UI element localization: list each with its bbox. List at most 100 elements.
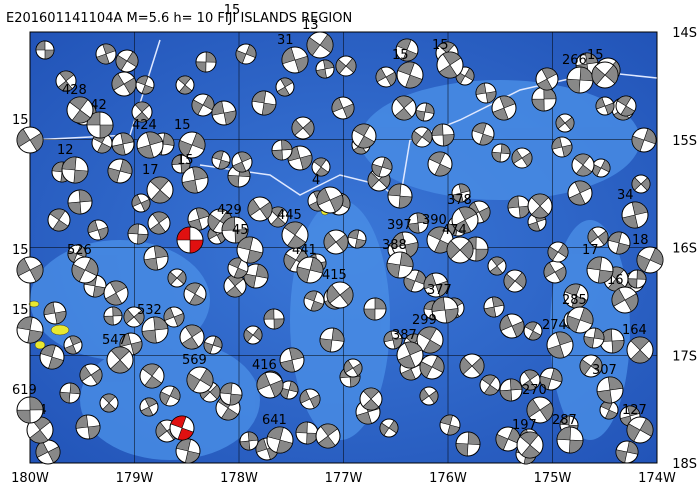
- beachball-quadrant: [111, 73, 137, 95]
- depth-label: 45: [232, 223, 249, 238]
- beachball-quadrant: [428, 151, 452, 177]
- depth-label: 415: [322, 268, 347, 283]
- beachball-quadrant: [583, 327, 605, 349]
- beachball: [495, 426, 521, 452]
- beachball-quadrant: [115, 51, 139, 71]
- beachball: [546, 331, 574, 359]
- lon-label: 176W: [429, 471, 467, 486]
- beachball-quadrant: [555, 115, 575, 131]
- beachball: [499, 313, 525, 339]
- beachball-quadrant: [397, 341, 423, 369]
- lat-label: 17S: [672, 349, 697, 364]
- beachball: [239, 431, 259, 451]
- beachball: [631, 127, 657, 153]
- depth-label: 34: [617, 188, 634, 203]
- beachball: [219, 382, 243, 406]
- beachball-quadrant: [123, 309, 145, 325]
- depth-label: 377: [427, 283, 452, 298]
- depth-label: 619: [12, 383, 37, 398]
- beachball-quadrant: [363, 297, 387, 321]
- beachball: [383, 330, 403, 350]
- depth-label: 266: [562, 53, 587, 68]
- beachball: [67, 189, 93, 215]
- beachball-quadrant: [431, 123, 455, 147]
- beachball-quadrant: [79, 365, 103, 385]
- beachball-quadrant: [57, 70, 75, 92]
- beachball: [211, 150, 231, 170]
- beachball-quadrant: [141, 363, 163, 389]
- depth-label: 127: [622, 403, 647, 418]
- beachball: [387, 183, 413, 209]
- beachball-quadrant: [316, 187, 344, 213]
- beachball-quadrant: [291, 119, 315, 137]
- lat-label: 15S: [672, 134, 697, 149]
- beachball: [59, 382, 81, 404]
- beachball-quadrant: [431, 296, 459, 324]
- beachball-quadrant: [235, 44, 257, 64]
- depth-label: 15: [12, 243, 29, 258]
- beachball: [35, 439, 61, 465]
- beachball-quadrant: [306, 34, 334, 56]
- beachball-quadrant: [568, 180, 592, 206]
- beachball: [636, 246, 664, 274]
- depth-label: 547: [102, 333, 127, 348]
- beachball-quadrant: [281, 47, 309, 73]
- beachball: [596, 376, 624, 404]
- beachball: [115, 49, 139, 73]
- beachball-quadrant: [326, 284, 354, 306]
- beachball: [411, 126, 433, 148]
- beachball: [181, 166, 209, 194]
- beachball: [415, 102, 435, 122]
- beachball: [195, 51, 217, 73]
- depth-label: 474: [442, 223, 467, 238]
- beachball: [139, 363, 165, 389]
- beachball: [111, 132, 135, 156]
- beachball-quadrant: [140, 397, 158, 417]
- beachball-quadrant: [607, 231, 631, 255]
- beachball-quadrant: [299, 389, 321, 409]
- depth-label: 18: [632, 233, 649, 248]
- lat-label: 14S: [672, 26, 697, 41]
- beachball-quadrant: [203, 336, 223, 354]
- beachball-quadrant: [387, 183, 413, 209]
- beachball: [75, 414, 101, 440]
- beachball-quadrant: [181, 324, 203, 350]
- beachball: [281, 46, 309, 74]
- beachball: [599, 400, 619, 420]
- beachball: [586, 256, 614, 284]
- beachball-quadrant: [102, 393, 116, 413]
- depth-label: 424: [132, 118, 157, 133]
- beachball: [396, 341, 424, 369]
- beachball-quadrant: [59, 382, 81, 404]
- beachball-quadrant: [503, 272, 527, 290]
- beachball: [35, 40, 55, 60]
- lat-label: 18S: [672, 457, 697, 472]
- beachball-quadrant: [16, 316, 44, 344]
- depth-label: 388: [382, 238, 407, 253]
- depth-label: 641: [262, 413, 287, 428]
- beachball-quadrant: [40, 344, 64, 370]
- beachball-quadrant: [181, 166, 209, 194]
- beachball: [475, 82, 497, 104]
- beachball-quadrant: [419, 388, 439, 404]
- beachball: [243, 263, 269, 289]
- beachball: [275, 77, 295, 97]
- beachball-quadrant: [397, 61, 423, 89]
- beachball-quadrant: [556, 426, 584, 454]
- beachball: [16, 126, 44, 154]
- beachball: [436, 51, 464, 79]
- beachball-quadrant: [331, 97, 355, 119]
- beachball: [141, 316, 169, 344]
- beachball-quadrant: [170, 415, 194, 441]
- beachball-quadrant: [61, 156, 89, 184]
- depth-label: 17: [582, 243, 599, 258]
- beachball: [231, 151, 253, 173]
- beachball: [139, 397, 159, 417]
- beachball-quadrant: [611, 288, 639, 312]
- beachball: [531, 86, 557, 112]
- beachball: [511, 147, 533, 169]
- beachball-quadrant: [271, 139, 293, 161]
- beachball-quadrant: [591, 64, 619, 86]
- beachball: [507, 195, 531, 219]
- beachball-quadrant: [386, 251, 414, 279]
